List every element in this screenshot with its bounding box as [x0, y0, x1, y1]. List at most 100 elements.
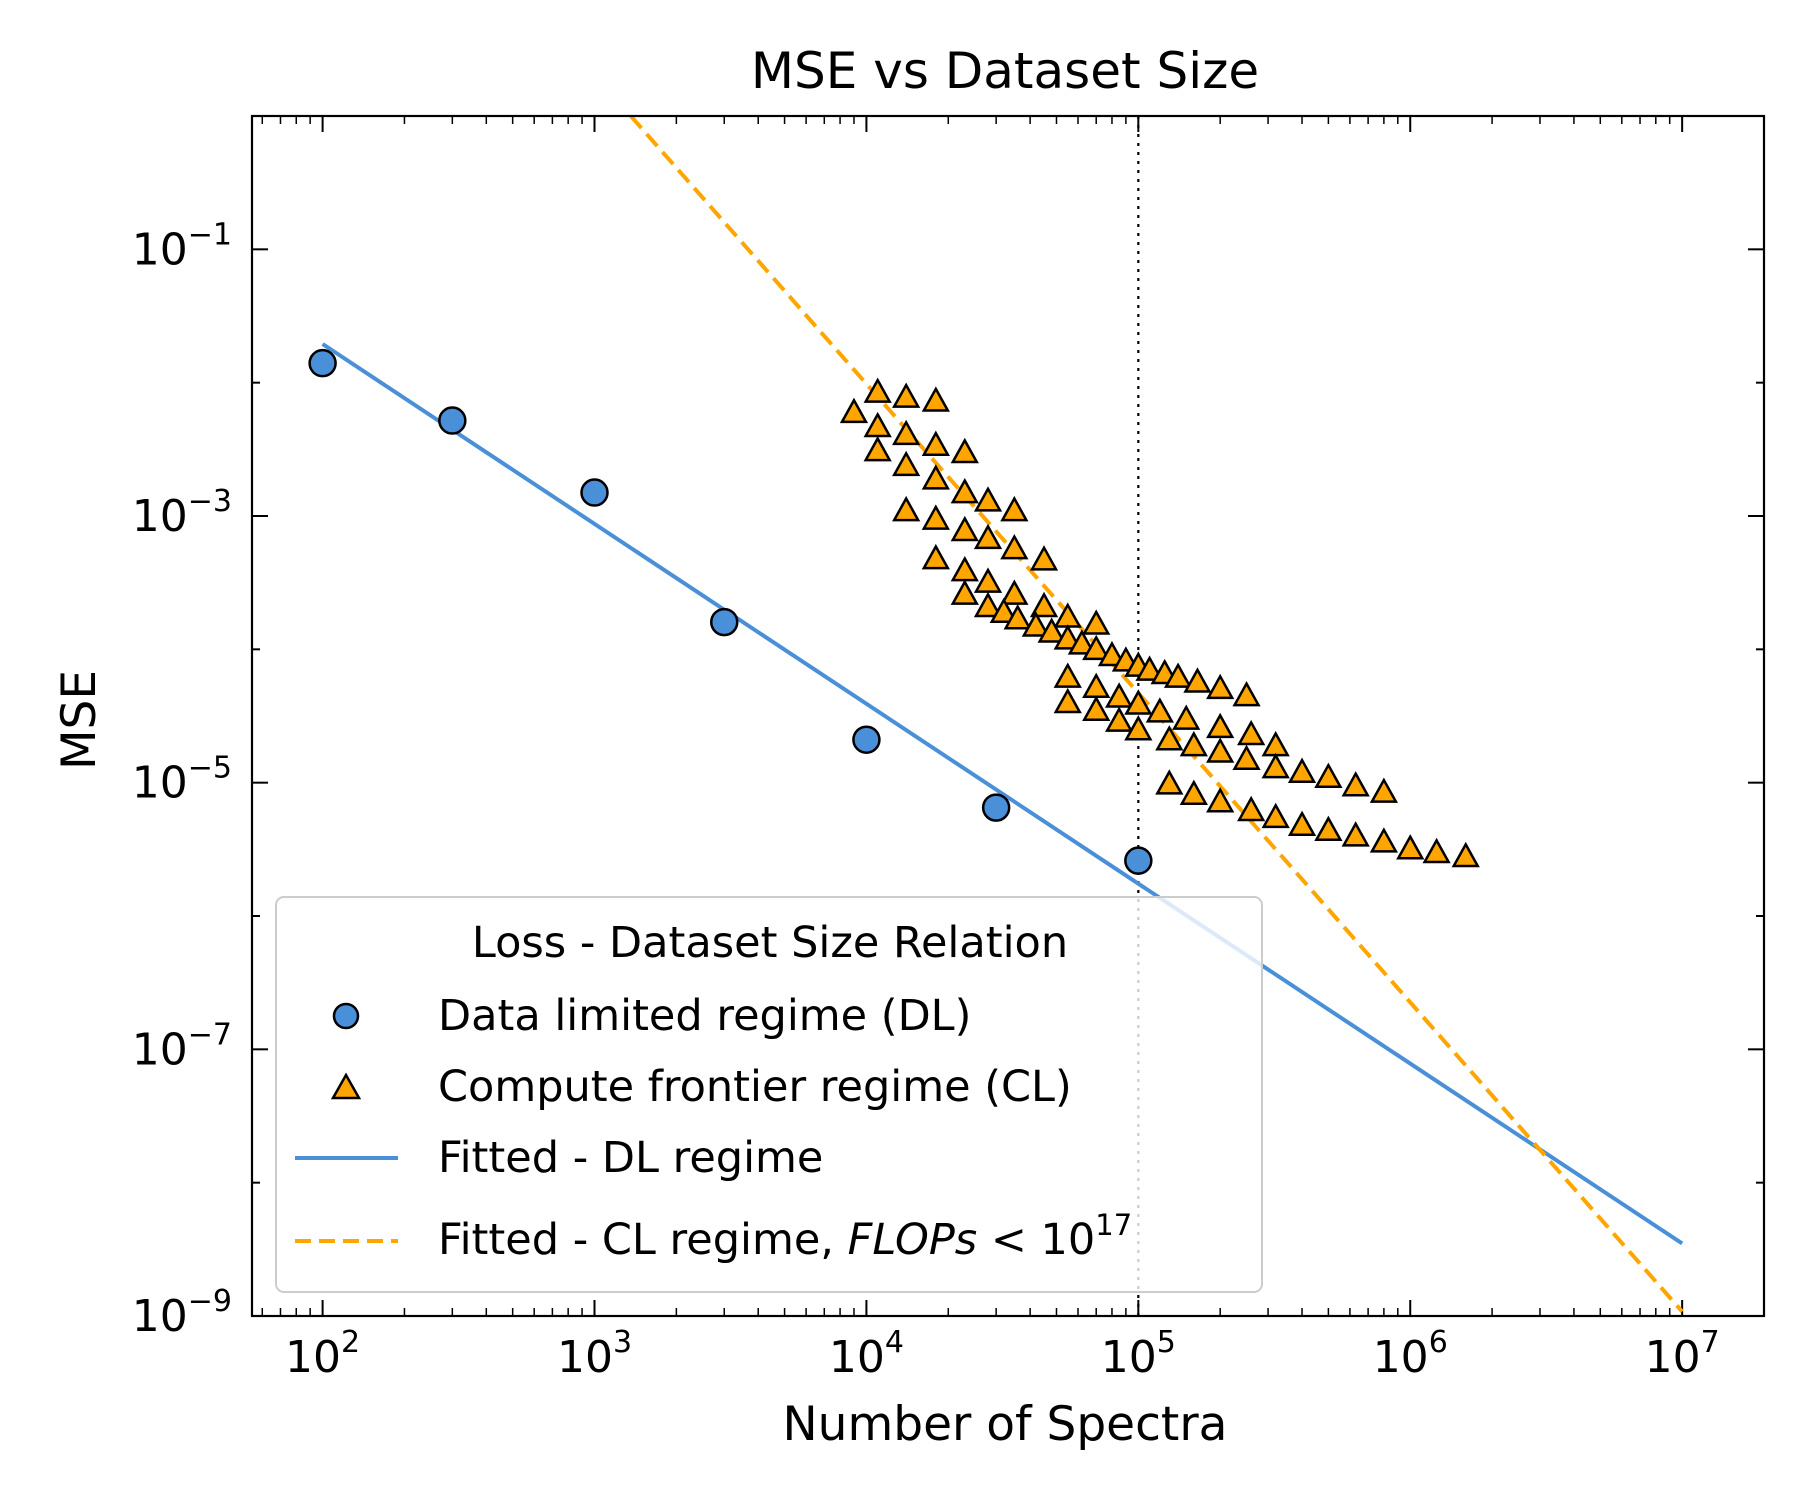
x-tick-label: 104 — [829, 1325, 904, 1383]
dl-point — [308, 348, 337, 378]
cl-point — [1232, 744, 1261, 771]
dl-point — [981, 793, 1011, 822]
cl-point — [1155, 725, 1184, 751]
cl-point — [1037, 617, 1066, 643]
cl-point — [1000, 579, 1029, 605]
cl-point — [1369, 827, 1399, 853]
cl-point — [1163, 662, 1193, 688]
cl-point — [1105, 706, 1134, 732]
cl-point — [1179, 730, 1208, 757]
cl-point — [1000, 495, 1029, 522]
dl-point — [1124, 846, 1153, 875]
cl-point — [1232, 680, 1261, 707]
cl-point — [989, 597, 1018, 624]
legend-marker-cl — [330, 1072, 362, 1100]
legend-marker-dl — [332, 1002, 360, 1030]
cl-point — [892, 419, 921, 446]
cl-point — [1082, 609, 1111, 635]
cl-point — [892, 450, 921, 477]
cl-point — [1206, 787, 1235, 813]
cl-point — [1155, 769, 1184, 795]
dl-point — [709, 607, 739, 637]
cl-point — [1067, 629, 1097, 655]
cl-point — [1261, 752, 1290, 779]
cl-point — [1000, 533, 1029, 560]
cl-point — [1029, 545, 1059, 571]
cl-point — [1341, 821, 1370, 847]
cl-point — [1369, 777, 1399, 803]
cl-point — [863, 411, 892, 438]
legend-label-fit-cl: Fitted - CL regime, FLOPs < 1017 — [438, 1208, 1132, 1265]
cl-point — [1145, 697, 1174, 723]
legend-label-cl: Compute frontier regime (CL) — [438, 1062, 1072, 1112]
cl-point — [1082, 672, 1111, 699]
fit-line-dl — [321, 342, 1684, 1246]
cl-point — [1053, 602, 1082, 628]
cl-point — [1135, 655, 1164, 681]
legend-label-dl: Data limited regime (DL) — [438, 991, 971, 1041]
cl-point — [1237, 719, 1266, 746]
cl-point — [950, 515, 979, 542]
cl-point — [1082, 634, 1111, 661]
cl-point — [1003, 604, 1032, 630]
cl-point — [921, 430, 950, 456]
cl-point — [1287, 810, 1317, 837]
cl-point — [1053, 687, 1082, 714]
x-axis-label: Number of Spectra — [783, 1397, 1228, 1452]
cl-point — [1206, 673, 1235, 700]
x-tick-label: 105 — [1101, 1325, 1176, 1383]
cl-point — [973, 486, 1003, 512]
cl-point — [863, 377, 892, 403]
cl-point — [839, 397, 869, 424]
cl-point — [950, 437, 979, 464]
cl-point — [950, 579, 979, 605]
y-tick-label: 10−7 — [132, 1017, 232, 1075]
cl-point — [1314, 762, 1343, 788]
cl-point — [892, 382, 921, 408]
chart-title: MSE vs Dataset Size — [751, 42, 1259, 100]
legend-label-fit-dl: Fitted - DL regime — [438, 1133, 823, 1183]
x-tick-label: 102 — [285, 1325, 360, 1383]
cl-point — [1261, 802, 1290, 829]
dl-point — [580, 478, 609, 507]
cl-point — [863, 435, 892, 462]
cl-point — [1097, 640, 1127, 667]
legend: Loss - Dataset Size Relation Data limite… — [275, 896, 1263, 1293]
cl-point — [1341, 771, 1370, 797]
cl-point — [1179, 779, 1208, 806]
cl-point — [1287, 757, 1317, 783]
data-markers — [308, 348, 1480, 875]
cl-point — [1053, 624, 1082, 650]
axis-ticks: 102 103 104 105 106 107 10−1 10−3 10−5 10−7 10−9 — [132, 115, 1765, 1383]
cl-point — [921, 504, 950, 530]
cl-point — [1237, 795, 1266, 822]
cl-point — [1422, 837, 1451, 864]
y-tick-label: 10−1 — [132, 217, 232, 275]
cl-point — [1029, 591, 1059, 618]
cl-point — [892, 495, 921, 522]
cl-point — [1206, 737, 1235, 763]
plot-frame — [250, 114, 1766, 1318]
cl-point — [921, 386, 950, 412]
dl-point — [852, 725, 881, 754]
cl-point — [973, 591, 1003, 618]
cl-point — [1451, 841, 1480, 868]
cl-point — [973, 523, 1003, 550]
cl-point — [1124, 715, 1153, 741]
legend-box — [275, 896, 1263, 1293]
y-tick-label: 10−3 — [132, 484, 232, 542]
cl-point — [1183, 667, 1212, 693]
cl-point — [1261, 730, 1290, 757]
cl-point — [950, 477, 979, 504]
cl-point — [950, 555, 979, 582]
cl-point — [1172, 704, 1201, 730]
y-tick-label: 10−5 — [132, 751, 232, 809]
cl-point — [1206, 712, 1235, 739]
x-tick-label: 106 — [1373, 1325, 1448, 1383]
cl-point — [1314, 815, 1343, 842]
cl-point — [1124, 689, 1153, 715]
cl-point — [1021, 611, 1051, 637]
cl-point — [1396, 834, 1425, 860]
cl-point — [1082, 695, 1111, 721]
